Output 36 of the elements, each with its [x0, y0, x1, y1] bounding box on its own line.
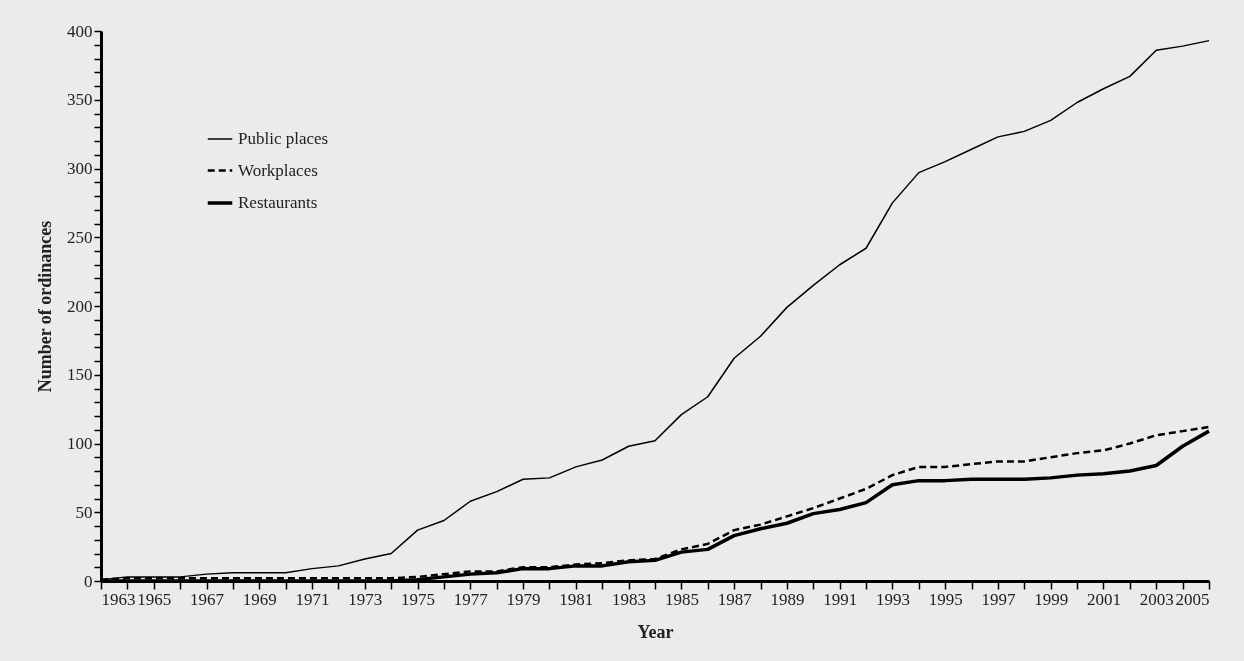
- x-tick-label: 1993: [875, 589, 910, 609]
- y-tick-label: 50: [75, 502, 93, 522]
- x-tick-label: 1967: [190, 589, 225, 609]
- x-tick-label: 1971: [295, 589, 330, 609]
- legend-label: Public places: [238, 129, 329, 148]
- x-tick-label: 1965: [137, 589, 172, 609]
- x-tick-label: 2001: [1086, 589, 1121, 609]
- y-axis-title: Number of ordinances: [35, 220, 55, 393]
- x-tick-label: 1981: [559, 589, 594, 609]
- x-tick-label: 1969: [242, 589, 277, 609]
- x-tick-label: 1987: [717, 589, 753, 609]
- x-tick-label: 1983: [612, 589, 647, 609]
- y-tick-label: 400: [67, 21, 93, 41]
- x-tick-label: 1975: [401, 589, 436, 609]
- x-tick-label: 1979: [506, 589, 541, 609]
- x-tick-label: 1963: [101, 589, 136, 609]
- y-tick-label: 200: [67, 296, 93, 316]
- x-tick-label: 1999: [1034, 589, 1069, 609]
- legend-label: Restaurants: [238, 193, 318, 212]
- x-tick-label: 2003: [1139, 589, 1174, 609]
- x-tick-label: 1995: [928, 589, 963, 609]
- x-tick-label: 1997: [981, 589, 1016, 609]
- legend-label: Workplaces: [238, 160, 318, 180]
- y-tick-label: 0: [84, 571, 93, 591]
- y-tick-label: 150: [67, 365, 93, 385]
- y-tick-label: 350: [67, 90, 93, 110]
- x-tick-label: 2005: [1175, 589, 1210, 609]
- x-tick-label: 1989: [770, 589, 805, 609]
- x-tick-label: 1977: [453, 589, 489, 609]
- x-tick-label: 1991: [823, 589, 858, 609]
- x-axis-title: Year: [637, 621, 674, 642]
- y-tick-label: 250: [67, 227, 93, 247]
- y-tick-label: 300: [67, 159, 93, 178]
- x-tick-label: 1985: [664, 589, 699, 609]
- y-tick-label: 100: [67, 434, 93, 453]
- x-tick-label: 1973: [348, 589, 383, 609]
